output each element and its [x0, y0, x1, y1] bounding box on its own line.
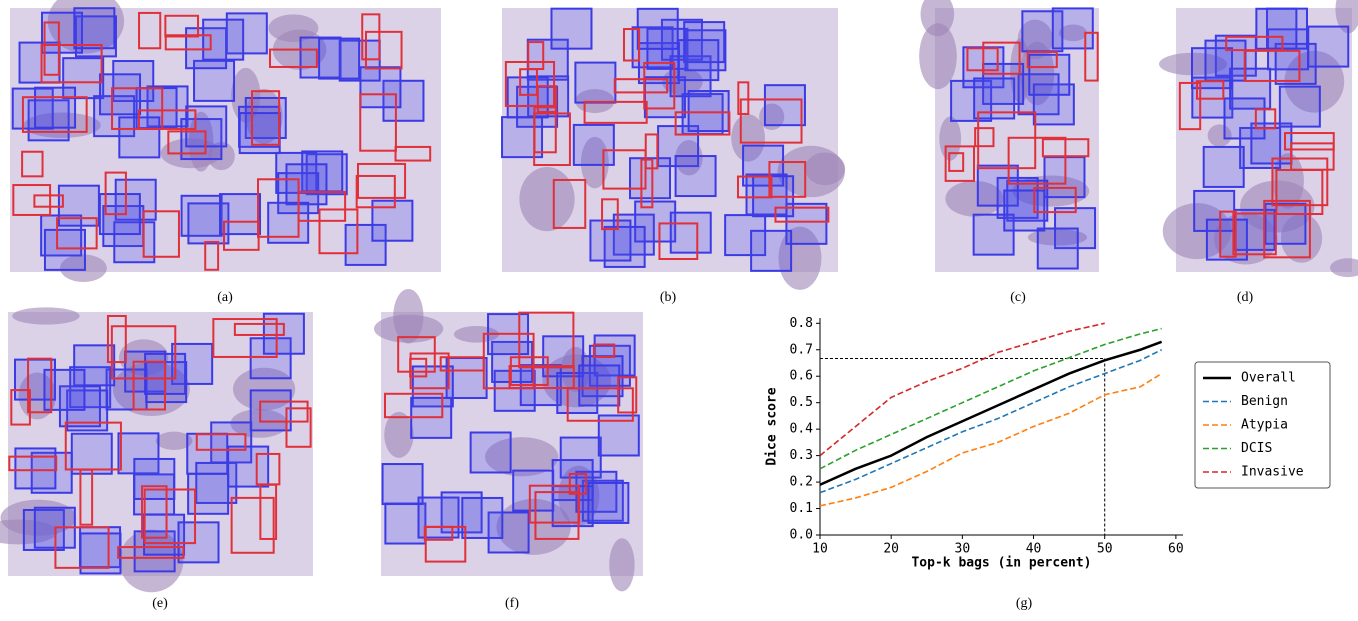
- y-tick-label: 0.7: [790, 342, 813, 357]
- blue-box: [671, 213, 711, 253]
- blue-box: [1053, 8, 1093, 48]
- blue-box: [513, 471, 553, 511]
- x-tick-label: 60: [1168, 542, 1184, 557]
- x-tick-label: 40: [1026, 542, 1042, 557]
- blue-box: [579, 365, 619, 405]
- blue-box: [676, 156, 716, 196]
- blue-box: [1004, 191, 1044, 231]
- blue-box: [630, 158, 670, 198]
- blue-box: [575, 63, 615, 103]
- blue-box: [1280, 87, 1320, 127]
- figure: (a) (b) (c) (d) (e) (f) (g) 0.0 0.1 0.2 0.3…: [0, 0, 1358, 616]
- tissue: [609, 538, 634, 591]
- x-tick-label: 50: [1097, 542, 1113, 557]
- panel-label: (f): [505, 596, 519, 611]
- tissue: [374, 315, 443, 343]
- blue-box: [471, 432, 511, 472]
- x-tick-label: 30: [955, 542, 971, 557]
- series-line: [820, 374, 1162, 506]
- blue-box: [1038, 229, 1078, 269]
- dice-chart: 0.0 0.1 0.2 0.3 0.4 0.5 0.6 0.7 0.8 10 20 30 40 50 60 T…: [765, 316, 1331, 571]
- x-axis-label: Top-k bags (in percent): [911, 556, 1091, 571]
- x-tick-label: 10: [812, 542, 828, 557]
- blue-box: [638, 9, 678, 49]
- tissue: [805, 152, 845, 185]
- blue-box: [551, 9, 591, 49]
- blue-box: [74, 8, 114, 48]
- blue-box: [590, 221, 630, 261]
- legend-label: Invasive: [1241, 465, 1304, 480]
- panel-label: (b): [660, 290, 677, 305]
- blue-box: [765, 85, 805, 125]
- blue-box: [543, 336, 583, 376]
- blue-box: [220, 194, 260, 234]
- blue-box: [502, 117, 542, 157]
- blue-box: [588, 483, 628, 523]
- blue-box: [251, 390, 291, 430]
- panel-label: (d): [1237, 290, 1254, 305]
- blue-box: [1265, 204, 1305, 244]
- series-line: [820, 350, 1162, 493]
- series-line: [820, 329, 1162, 469]
- y-tick-label: 0.6: [790, 369, 813, 384]
- blue-box: [59, 186, 99, 226]
- tissue: [519, 167, 574, 231]
- blue-box: [100, 74, 140, 114]
- blue-box: [574, 125, 614, 165]
- image-panels: [0, 0, 1358, 592]
- panel-label: (g): [1016, 596, 1033, 611]
- y-tick-label: 0.3: [790, 448, 813, 463]
- blue-box: [1224, 98, 1264, 138]
- blue-box: [1029, 55, 1069, 95]
- blue-box: [228, 447, 268, 487]
- y-tick-label: 0.4: [790, 422, 814, 437]
- legend-label: Atypia: [1241, 418, 1288, 433]
- blue-box: [72, 434, 112, 474]
- legend-label: Overall: [1241, 371, 1296, 386]
- blue-box: [383, 464, 423, 504]
- blue-box: [45, 230, 85, 270]
- blue-box: [240, 113, 280, 153]
- y-tick-label: 0.5: [790, 395, 813, 410]
- blue-box: [678, 40, 718, 80]
- panel-label: (e): [152, 596, 168, 611]
- blue-box: [1256, 9, 1296, 49]
- panel-label: (a): [217, 290, 233, 305]
- blue-box: [203, 20, 243, 60]
- y-tick-label: 0.0: [790, 528, 813, 543]
- blue-box: [1204, 147, 1244, 187]
- panel-label: (c): [1010, 290, 1026, 305]
- blue-box: [35, 88, 75, 128]
- tissue: [12, 307, 79, 324]
- legend-label: DCIS: [1241, 441, 1272, 456]
- y-tick-label: 0.2: [790, 475, 813, 490]
- blue-box: [15, 448, 55, 488]
- blue-box: [751, 231, 791, 271]
- blue-box: [689, 91, 729, 131]
- legend-label: Benign: [1241, 394, 1288, 409]
- y-tick-label: 0.1: [790, 501, 813, 516]
- blue-box: [286, 164, 326, 204]
- blue-box: [134, 459, 174, 499]
- blue-box: [462, 498, 502, 538]
- x-tick-label: 20: [883, 542, 899, 557]
- blue-box: [319, 39, 359, 79]
- tissue: [384, 412, 413, 458]
- y-tick-label: 0.8: [790, 316, 813, 331]
- blue-box: [1308, 27, 1348, 67]
- y-axis-label: Dice score: [765, 387, 780, 465]
